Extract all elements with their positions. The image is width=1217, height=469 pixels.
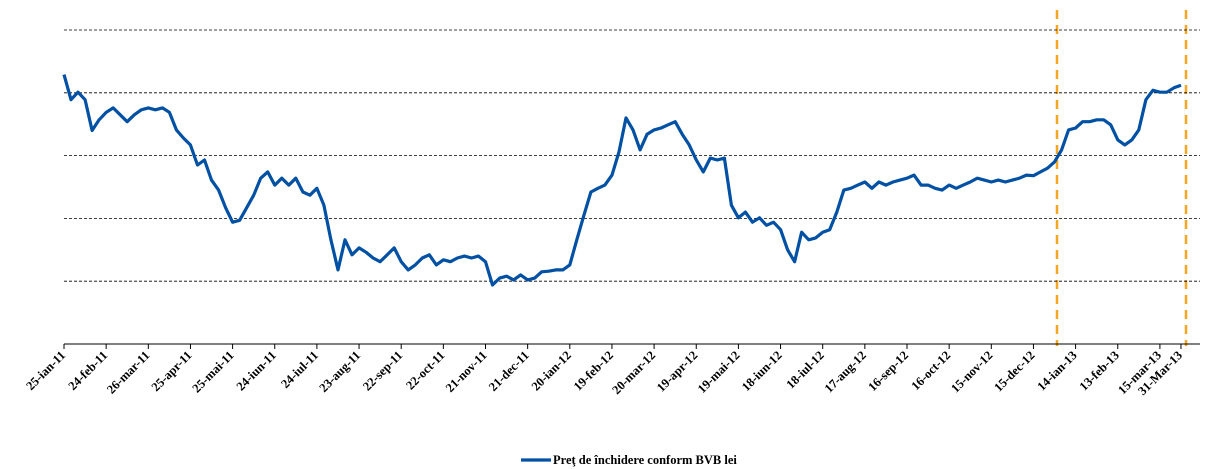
x-tick-label: 17-aug-12 [822,348,869,395]
x-tick-label: 20-ian-12 [529,348,574,393]
x-tick-label: 15-dec-12 [991,348,1037,394]
x-tick-label: 25-apr-11 [149,348,195,394]
x-tick-label: 18-iun-12 [739,348,785,394]
legend-label: Preţ de închidere conform BVB lei [553,453,737,467]
price-line [62,74,1182,287]
x-tick-label: 25-mai-11 [189,348,236,395]
x-tick-label: 24-iun-11 [234,348,279,393]
x-tick-label: 19-mai-12 [695,348,743,396]
x-tick-label: 22-sep-11 [360,348,405,393]
x-tick-label: 22-oct-11 [403,348,447,392]
x-tick-label: 26-mar-11 [104,348,152,396]
x-tick-label: 23-aug-11 [316,348,363,395]
x-tick-label: 15-nov-12 [948,348,995,395]
x-tick-label: 25-ian-11 [23,348,68,393]
x-tick-label: 16-sep-12 [865,348,911,394]
x-tick-label: 19-apr-12 [654,348,700,394]
x-tick-label: 18-iul-12 [784,348,827,391]
x-tick-label: 14-ian-13 [1034,348,1079,393]
x-tick-label: 21-dec-11 [486,348,532,394]
x-tick-label: 16-oct-12 [909,348,954,393]
x-tick-label: 20-mar-12 [609,348,658,397]
x-tick-label: 21-nov-11 [443,348,490,395]
x-tick-label: 24-iul-11 [278,348,321,391]
